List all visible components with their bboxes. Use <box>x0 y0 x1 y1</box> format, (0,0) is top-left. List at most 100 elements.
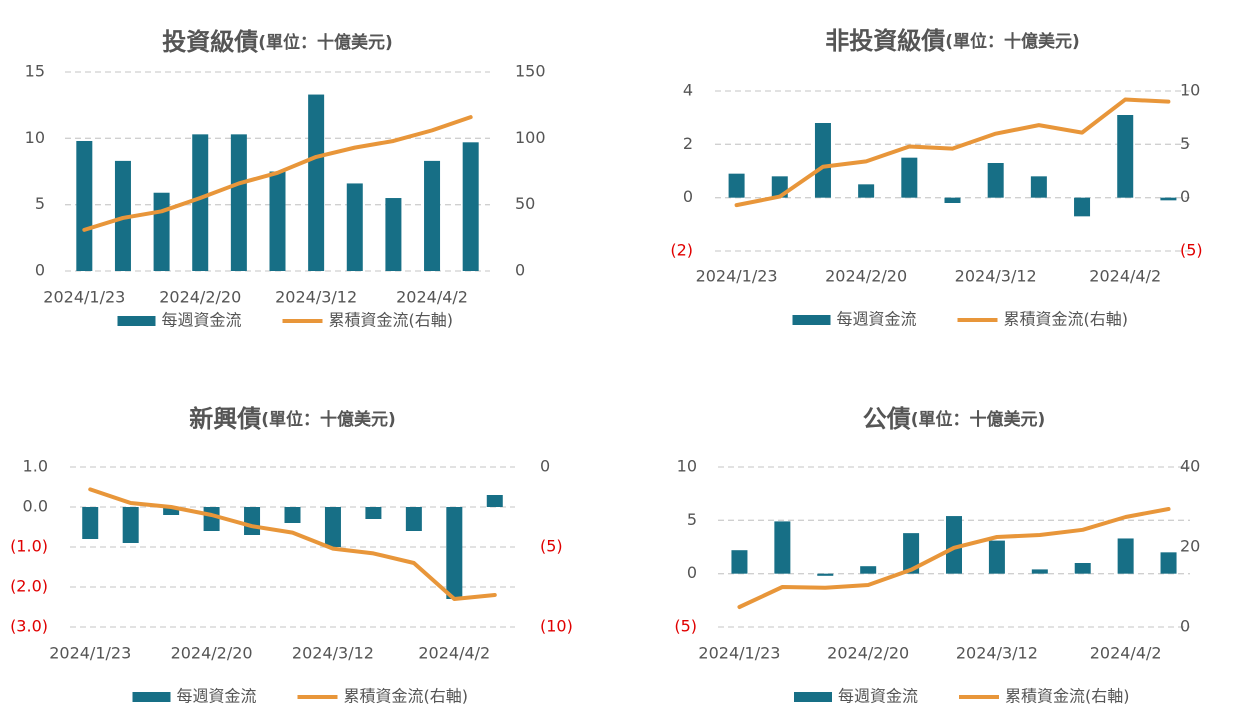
legend-swatch <box>117 316 156 326</box>
bar <box>1117 115 1134 198</box>
y-tick-label: 5 <box>687 510 697 529</box>
legend-label: 每週資金流 <box>162 311 242 330</box>
bar <box>346 183 363 271</box>
y-tick-label: (2) <box>670 241 693 260</box>
bar <box>1160 552 1177 574</box>
y-tick-label: 0 <box>687 563 697 582</box>
y2-tick-label: 100 <box>515 128 546 147</box>
legend-swatch <box>132 692 171 702</box>
y2-tick-label: (5) <box>1180 241 1203 260</box>
bar <box>405 507 422 531</box>
x-tick-label: 2024/1/23 <box>698 644 780 663</box>
y2-tick-label: 0 <box>515 261 525 280</box>
x-tick-label: 2024/4/2 <box>1089 267 1161 286</box>
x-tick-label: 2024/1/23 <box>43 288 125 307</box>
bar <box>446 507 463 599</box>
x-tick-label: 2024/3/12 <box>955 267 1037 286</box>
chart-title: 新興債(單位：十億美元) <box>189 405 396 433</box>
legend-swatch <box>794 692 832 702</box>
bar <box>1031 569 1048 574</box>
y2-tick-label: 0 <box>540 457 550 476</box>
x-tick-label: 2024/2/20 <box>827 644 909 663</box>
bar <box>903 533 920 574</box>
bar <box>814 123 831 198</box>
y2-tick-label: 10 <box>1180 81 1200 100</box>
x-tick-label: 2024/4/2 <box>1090 644 1162 663</box>
bar <box>462 142 479 271</box>
x-tick-label: 2024/1/23 <box>49 644 131 663</box>
bar <box>774 521 791 574</box>
bar <box>946 516 962 574</box>
x-tick-label: 2024/2/20 <box>159 288 241 307</box>
bar <box>324 507 341 547</box>
bar <box>988 540 1005 574</box>
bar <box>944 197 961 203</box>
bar <box>860 566 877 574</box>
line-series <box>734 97 1171 208</box>
bar <box>308 94 325 271</box>
bar <box>192 134 209 271</box>
y-tick-label: 0 <box>35 261 45 280</box>
title-unit: (單位：十億美元) <box>261 409 396 430</box>
title-unit: (單位：十億美元) <box>911 409 1046 430</box>
legend-label: 累積資金流(右軸) <box>344 687 469 706</box>
bar <box>244 507 261 535</box>
bar <box>424 160 441 271</box>
x-tick-label: 2024/3/12 <box>292 644 374 663</box>
bar <box>230 134 247 271</box>
chart-title: 公債(單位：十億美元) <box>863 405 1046 433</box>
y2-tick-label: (10) <box>540 617 573 636</box>
y-tick-label: (5) <box>674 617 697 636</box>
line-series <box>88 487 497 601</box>
y2-tick-label: 50 <box>515 194 535 213</box>
legend-swatch <box>792 315 831 325</box>
y-tick-label: 0 <box>683 187 693 206</box>
y-tick-label: 2 <box>683 134 693 153</box>
y2-tick-label: 150 <box>515 62 546 81</box>
title-main: 投資級債 <box>162 28 258 56</box>
title-main: 新興債 <box>189 405 261 433</box>
legend-label: 累積資金流(右軸) <box>1005 687 1130 706</box>
bar <box>486 495 503 507</box>
legend-label: 每週資金流 <box>177 687 257 706</box>
x-tick-label: 2024/3/12 <box>956 644 1038 663</box>
bar <box>987 163 1004 198</box>
y2-tick-label: 0 <box>1180 617 1190 636</box>
bar <box>153 192 170 271</box>
y-tick-label: 5 <box>35 194 45 213</box>
bar <box>728 173 745 198</box>
y-tick-label: 10 <box>25 128 45 147</box>
chart-title: 非投資級債(單位：十億美元) <box>825 27 1080 55</box>
x-tick-label: 2024/3/12 <box>275 288 357 307</box>
title-main: 非投資級債 <box>825 27 945 55</box>
bar <box>163 507 180 515</box>
line-series <box>82 115 473 232</box>
x-tick-label: 2024/2/20 <box>825 267 907 286</box>
bar <box>365 507 382 519</box>
legend-label: 每週資金流 <box>837 310 917 329</box>
bar <box>122 507 139 543</box>
bar <box>284 507 301 523</box>
x-tick-label: 2024/4/2 <box>418 644 490 663</box>
bar <box>1160 197 1177 201</box>
bar <box>731 550 748 574</box>
legend-label: 累積資金流(右軸) <box>329 311 454 330</box>
y-tick-label: (2.0) <box>10 577 48 596</box>
y2-tick-label: 5 <box>1180 134 1190 153</box>
x-tick-label: 2024/1/23 <box>696 267 778 286</box>
bar <box>1030 176 1047 198</box>
y2-tick-label: (5) <box>540 537 563 556</box>
legend-label: 每週資金流 <box>838 687 918 706</box>
y-tick-label: (3.0) <box>10 617 48 636</box>
bar <box>1074 197 1091 217</box>
bar <box>82 507 99 539</box>
title-unit: (單位：十億美元) <box>258 32 393 53</box>
y2-tick-label: 40 <box>1180 457 1200 476</box>
bar <box>269 171 286 271</box>
y-tick-label: (1.0) <box>10 537 48 556</box>
line-series <box>737 507 1171 609</box>
y-tick-label: 4 <box>683 81 693 100</box>
y-tick-label: 10 <box>677 457 697 476</box>
bar <box>203 507 220 531</box>
